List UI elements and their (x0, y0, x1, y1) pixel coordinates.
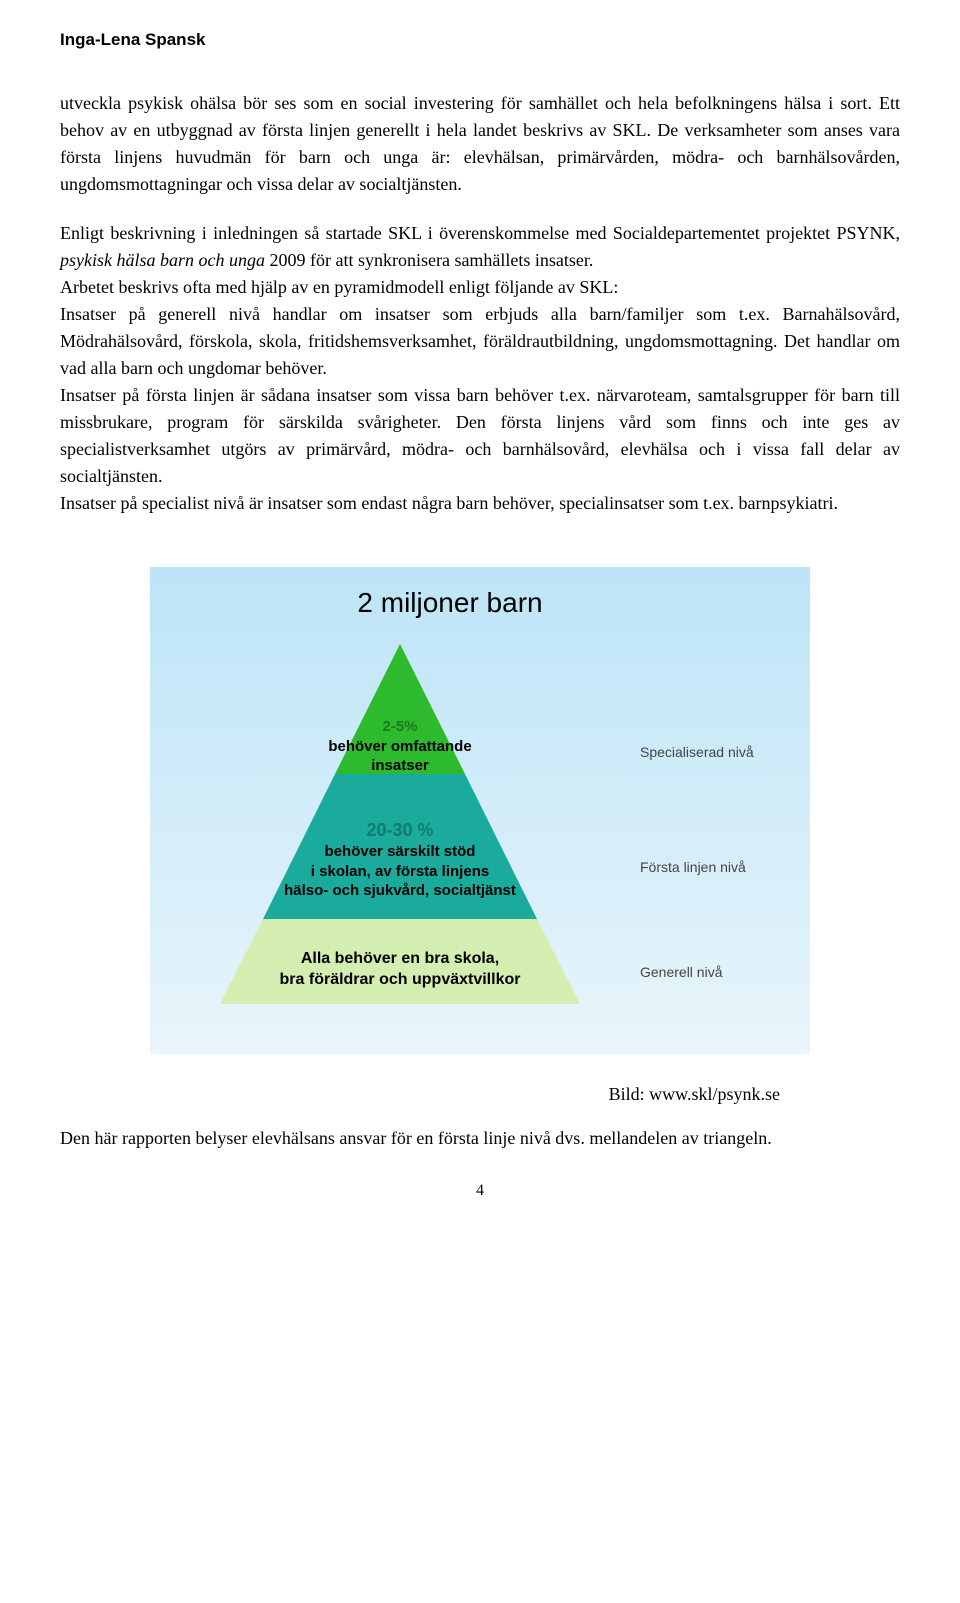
side-label-bot: Generell nivå (640, 964, 723, 980)
tier-bot-l1: Alla behöver en bra skola, (301, 950, 499, 967)
tier-mid-l3: hälso- och sjukvård, socialtjänst (284, 882, 516, 899)
p2-b: 2009 för att synkronisera samhällets ins… (265, 250, 593, 270)
tier-top-pct: 2-5% (382, 718, 417, 735)
tier-top-text: 2-5% behöver omfattande insatser (305, 717, 495, 776)
pyramid-diagram: 2 miljoner barn 2-5% behöver omfattande … (150, 567, 810, 1054)
p2-a: Enligt beskrivning i inledningen så star… (60, 223, 900, 243)
side-label-mid: Första linjen nivå (640, 859, 746, 875)
p2-c: Arbetet beskrivs ofta med hjälp av en py… (60, 277, 618, 297)
tier-mid-text: 20-30 % behöver särskilt stöd i skolan, … (275, 819, 525, 901)
p2-d: Insatser på generell nivå handlar om ins… (60, 304, 900, 378)
paragraph-1: utveckla psykisk ohälsa bör ses som en s… (60, 90, 900, 198)
paragraph-2: Enligt beskrivning i inledningen så star… (60, 220, 900, 517)
diagram-title: 2 miljoner barn (110, 587, 790, 619)
tier-bot-l2: bra föräldrar och uppväxtvillkor (280, 971, 521, 988)
tier-mid-pct: 20-30 % (366, 820, 433, 840)
tier-top-line: behöver omfattande insatser (328, 738, 471, 775)
p2-f: Insatser på specialist nivå är insatser … (60, 493, 838, 513)
p2-italic: psykisk hälsa barn och unga (60, 250, 265, 270)
tier-bot-text: Alla behöver en bra skola, bra föräldrar… (250, 949, 550, 991)
page-number: 4 (60, 1182, 900, 1200)
side-label-top: Specialiserad nivå (640, 744, 754, 760)
footer-paragraph: Den här rapporten belyser elevhälsans an… (60, 1125, 900, 1152)
page-header-author: Inga-Lena Spansk (60, 30, 900, 50)
p2-e: Insatser på första linjen är sådana insa… (60, 385, 900, 486)
diagram-caption: Bild: www.skl/psynk.se (60, 1084, 780, 1105)
tier-mid-l2: i skolan, av första linjens (311, 863, 489, 880)
tier-mid-l1: behöver särskilt stöd (325, 843, 476, 860)
pyramid-area: 2-5% behöver omfattande insatser 20-30 %… (170, 644, 790, 1024)
